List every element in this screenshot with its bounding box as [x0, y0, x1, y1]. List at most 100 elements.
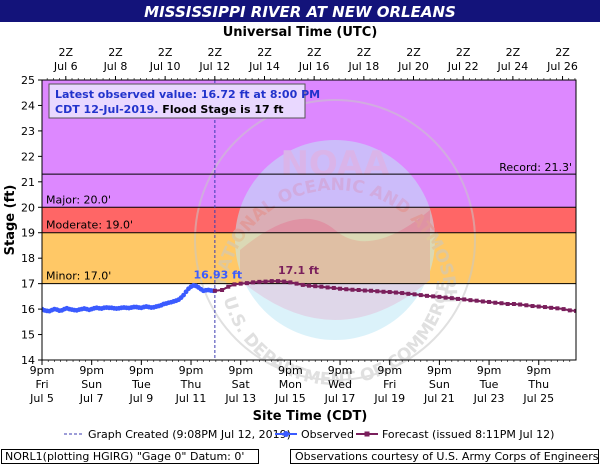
forecast-point [269, 279, 274, 284]
top-tick-date: Jul 8 [103, 60, 128, 73]
footer-left-box [1, 449, 259, 464]
bottom-tick-weekday: Sat [232, 378, 251, 391]
top-tick-time: 2Z [456, 46, 471, 59]
bottom-tick-weekday: Sun [429, 378, 450, 391]
y-tick-label: 24 [21, 99, 35, 112]
top-tick-time: 2Z [357, 46, 372, 59]
forecast-point [480, 299, 485, 304]
peak-annotation-1: 16.93 ft [194, 268, 243, 281]
top-tick-date: Jul 26 [546, 60, 578, 73]
flood-stage-text: Flood Stage is 17 ft [158, 103, 283, 116]
forecast-point [344, 287, 349, 292]
y-tick-label: 21 [21, 176, 35, 189]
forecast-point [574, 308, 576, 313]
forecast-point [449, 296, 454, 301]
top-tick-date: Jul 16 [298, 60, 330, 73]
peak-annotations: 16.93 ft 17.1 ft [194, 264, 319, 281]
bottom-tick-time: 9pm [477, 364, 502, 377]
bottom-tick-weekday: Fri [35, 378, 48, 391]
forecast-point [319, 284, 324, 289]
forecast-point [244, 281, 249, 286]
forecast-point [226, 284, 231, 289]
footer-credit: Observations courtesy of U.S. Army Corps… [295, 450, 599, 463]
y-axis-ticks: 14 15 16 17 18 19 20 21 22 23 24 25 [21, 74, 42, 367]
forecast-point [561, 307, 566, 312]
top-tick-date: Jul 20 [397, 60, 429, 73]
forecast-point [418, 293, 423, 298]
forecast-point [542, 305, 547, 310]
forecast-point [251, 280, 256, 285]
footer-right-box [290, 449, 599, 464]
top-tick-date: Jul 10 [149, 60, 181, 73]
forecast-point [406, 291, 411, 296]
band-moderate-label: Moderate: 19.0' [46, 219, 133, 232]
forecast-point [325, 285, 330, 290]
bottom-tick-date: Jul 11 [175, 392, 207, 405]
bottom-tick-weekday: Thu [527, 378, 549, 391]
forecast-point [499, 301, 504, 306]
forecast-point [518, 302, 523, 307]
legend-graph-created: Graph Created (9:08PM Jul 12, 2019) [88, 428, 291, 441]
y-axis-label: Stage (ft) [3, 185, 18, 256]
bottom-tick-date: Jul 13 [224, 392, 256, 405]
bottom-tick-time: 9pm [427, 364, 452, 377]
y-tick-label: 19 [21, 227, 35, 240]
bottom-tick-date: Jul 17 [324, 392, 356, 405]
bottom-tick-time: 9pm [328, 364, 353, 377]
watermark-outer-ring [194, 99, 476, 381]
forecast-point [549, 305, 554, 310]
forecast-point [282, 279, 287, 284]
forecast-point [468, 298, 473, 303]
latest-observed-date: CDT 12-Jul-2019. [55, 103, 158, 116]
bottom-tick-date: Jul 5 [29, 392, 54, 405]
bottom-tick-date: Jul 9 [128, 392, 153, 405]
forecast-point [331, 285, 336, 290]
latest-observed-line1: Latest observed value: 16.72 ft at 8:00 … [55, 88, 320, 101]
bottom-tick-time: 9pm [79, 364, 104, 377]
forecast-point [487, 299, 492, 304]
forecast-point [424, 293, 429, 298]
bottom-tick-time: 9pm [228, 364, 253, 377]
top-tick-time: 2Z [506, 46, 521, 59]
flood-band-labels: Minor: 17.0' Moderate: 19.0' Major: 20.0' [42, 193, 576, 285]
title-bar [0, 0, 600, 22]
legend-observed: Observed [301, 428, 354, 441]
top-axis-label: Universal Time (UTC) [223, 25, 378, 40]
forecast-point [288, 280, 293, 285]
peak-annotation-2: 17.1 ft [278, 264, 319, 277]
forecast-point [300, 282, 305, 287]
forecast-point [530, 304, 535, 309]
y-tick-label: 15 [21, 329, 35, 342]
bottom-tick-date: Jul 19 [373, 392, 405, 405]
band-major-label: Major: 20.0' [46, 193, 111, 206]
record-line: Record: 21.3' [42, 161, 576, 175]
top-tick-time: 2Z [257, 46, 272, 59]
forecast-point [524, 303, 529, 308]
forecast-point [443, 295, 448, 300]
top-tick-time: 2Z [158, 46, 173, 59]
forecast-point [350, 287, 355, 292]
legend-forecast-marker [364, 431, 370, 437]
latest-box-background [48, 83, 306, 119]
top-tick-date: Jul 24 [496, 60, 528, 73]
y-tick-label: 25 [21, 74, 35, 87]
forecast-point [238, 281, 243, 286]
forecast-point [437, 294, 442, 299]
top-tick-time: 2Z [555, 46, 570, 59]
top-tick-time: 2Z [59, 46, 74, 59]
forecast-point [536, 304, 541, 309]
top-tick-date: Jul 6 [53, 60, 78, 73]
forecast-point [400, 291, 405, 296]
y-tick-label: 22 [21, 150, 35, 163]
forecast-point [220, 288, 225, 292]
forecast-point [431, 294, 436, 299]
bottom-tick-date: Jul 15 [274, 392, 306, 405]
forecast-point [555, 306, 560, 311]
forecast-point [393, 290, 398, 295]
bottom-tick-date: Jul 21 [423, 392, 455, 405]
chart-title: MISSISSIPPI RIVER AT NEW ORLEANS [144, 3, 456, 21]
